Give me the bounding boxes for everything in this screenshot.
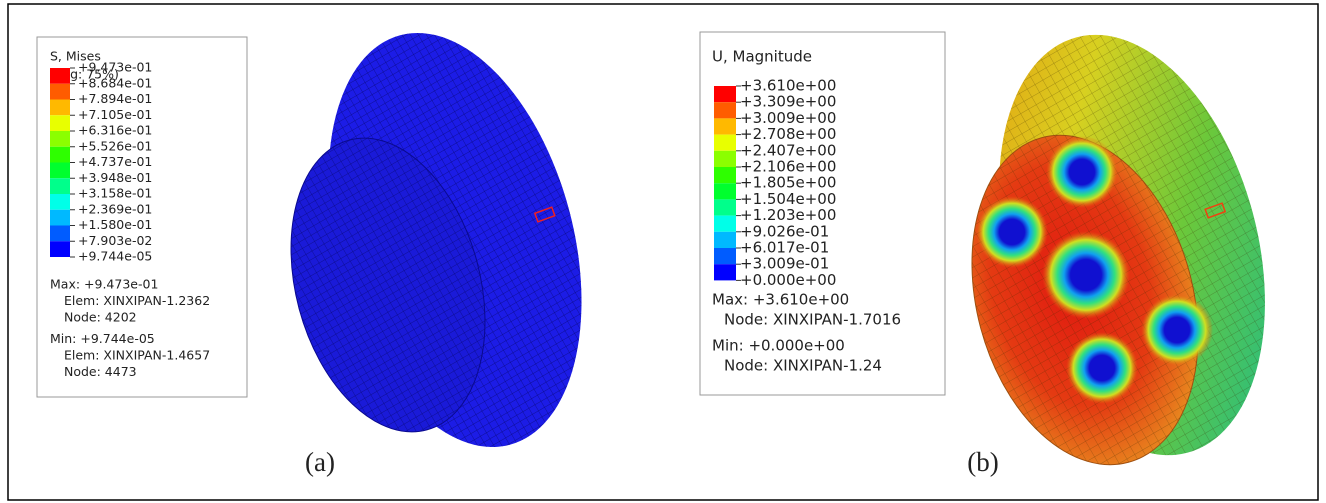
legend-band <box>714 248 736 264</box>
stat-line: Node: 4473 <box>64 364 137 379</box>
legend-label: +7.105e-01 <box>78 107 152 122</box>
legend-band <box>714 86 736 102</box>
legend-band <box>714 151 736 167</box>
legend-band <box>50 100 70 116</box>
caption: (a) <box>305 447 335 477</box>
caption: (b) <box>967 447 998 477</box>
legend-label: +4.737e-01 <box>78 154 152 169</box>
legend-band <box>50 241 70 257</box>
legend-band <box>50 226 70 242</box>
model-a <box>260 5 624 476</box>
stat-line: Elem: XINXIPAN-1.2362 <box>64 293 210 308</box>
legend-label: +1.580e-01 <box>78 217 152 232</box>
legend-band <box>714 102 736 118</box>
legend-label: +7.894e-01 <box>78 91 152 106</box>
stat-line: Node: 4202 <box>64 310 137 325</box>
figure: S, Mises(Avg: 75%)+9.473e-01+8.684e-01+7… <box>0 0 1326 503</box>
stat-line: Min: +0.000e+00 <box>712 337 845 355</box>
legend-label: +3.158e-01 <box>78 186 152 201</box>
stat-line: Max: +3.610e+00 <box>712 291 849 309</box>
legend-label: +6.316e-01 <box>78 123 152 138</box>
legend-band <box>50 147 70 163</box>
legend-band <box>50 163 70 179</box>
legend-band <box>50 210 70 226</box>
legend-title: U, Magnitude <box>712 48 812 66</box>
legend-band <box>50 84 70 100</box>
legend-label: +2.369e-01 <box>78 201 152 216</box>
stat-line: Min: +9.744e-05 <box>50 331 155 346</box>
legend-band <box>714 216 736 232</box>
legend-band <box>714 118 736 134</box>
legend-band <box>50 178 70 194</box>
legend-band <box>714 183 736 199</box>
legend-band <box>50 115 70 131</box>
legend-band <box>50 131 70 147</box>
legend-band <box>714 199 736 215</box>
model-b <box>937 5 1308 490</box>
legend-label: +0.000e+00 <box>740 271 836 289</box>
stat-line: Elem: XINXIPAN-1.4657 <box>64 348 210 363</box>
legend-label: +7.903e-02 <box>78 233 152 248</box>
legend-band <box>714 232 736 248</box>
legend-band <box>714 167 736 183</box>
legend-label: +9.744e-05 <box>78 249 152 264</box>
legend-band <box>714 264 736 280</box>
stat-line: Node: XINXIPAN-1.24 <box>724 357 882 375</box>
stat-line: Max: +9.473e-01 <box>50 277 158 292</box>
legend-band <box>714 135 736 151</box>
legend-label: +5.526e-01 <box>78 138 152 153</box>
legend-band <box>50 68 70 84</box>
legend-band <box>50 194 70 210</box>
stat-line: Node: XINXIPAN-1.7016 <box>724 311 901 329</box>
legend-label: +8.684e-01 <box>78 75 152 90</box>
legend-label: +3.948e-01 <box>78 170 152 185</box>
legend-label: +9.473e-01 <box>78 60 152 75</box>
figure-canvas: S, Mises(Avg: 75%)+9.473e-01+8.684e-01+7… <box>0 0 1326 503</box>
